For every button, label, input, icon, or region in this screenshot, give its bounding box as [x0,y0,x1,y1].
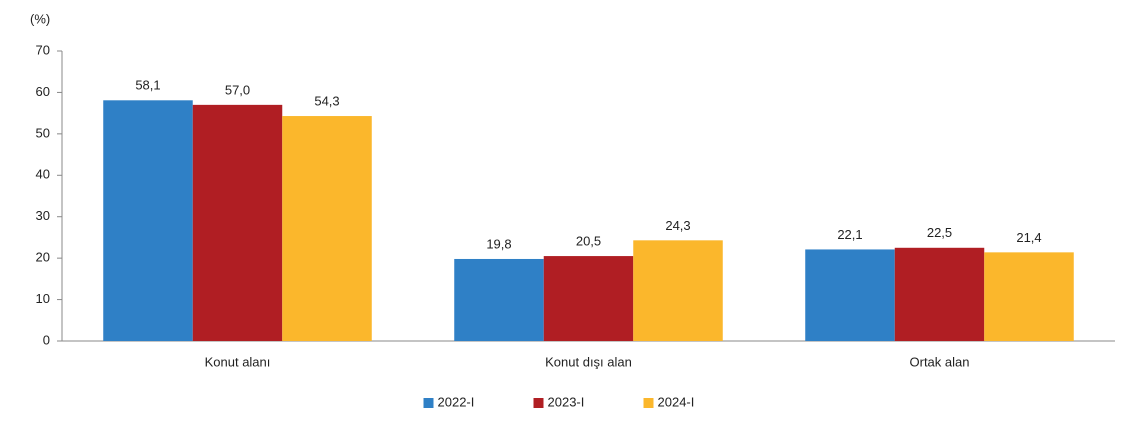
value-label: 58,1 [135,78,160,93]
x-tick-label: Ortak alan [910,354,970,369]
value-label: 20,5 [576,234,601,249]
bar [454,258,544,341]
y-tick-label: 20 [36,250,50,265]
legend-label: 2023-I [548,394,585,409]
y-tick-label: 40 [36,167,50,182]
bar [543,256,634,341]
value-label: 57,0 [225,82,250,97]
bar [282,116,372,342]
legend-label: 2024-I [658,394,695,409]
x-tick-label: Konut dışı alan [545,354,632,369]
value-label: 22,5 [927,225,952,240]
y-tick-label: 70 [36,42,50,57]
value-label: 19,8 [486,236,511,251]
y-tick-label: 60 [36,84,50,99]
value-label: 21,4 [1016,230,1041,245]
legend-label: 2022-I [438,394,475,409]
y-tick-label: 30 [36,208,50,223]
value-label: 54,3 [314,93,339,108]
y-tick-label: 10 [36,291,50,306]
legend-swatch [643,398,654,408]
y-axis-label: (%) [30,11,50,26]
value-label: 24,3 [665,218,690,233]
bar [633,240,723,341]
y-tick-label: 50 [36,125,50,140]
bar [192,104,283,341]
value-label: 22,1 [837,227,862,242]
x-tick-label: Konut alanı [205,354,271,369]
bar [894,247,985,341]
bar [984,252,1074,341]
bar [103,100,193,341]
legend-swatch [533,398,544,408]
bar [805,249,895,341]
y-tick-label: 0 [43,332,50,347]
legend-swatch [423,398,434,408]
